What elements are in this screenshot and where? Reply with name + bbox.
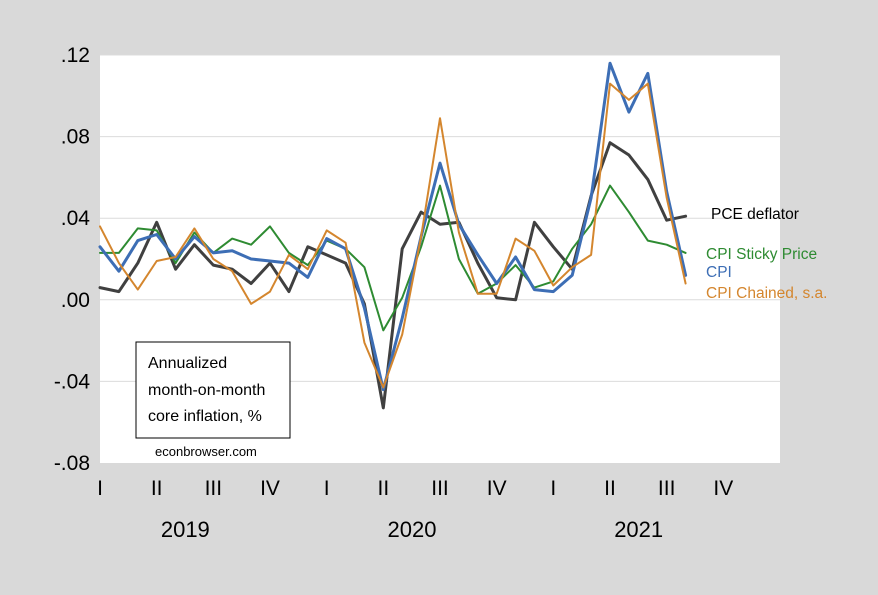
annotation-line-2: month-on-month xyxy=(148,382,265,399)
annotation-line-3: core inflation, % xyxy=(148,408,262,425)
x-tick-label: II xyxy=(377,477,389,500)
y-tick-label: -.04 xyxy=(54,370,91,393)
x-tick-label: II xyxy=(151,477,163,500)
y-tick-label: .04 xyxy=(61,207,91,230)
x-tick-label: II xyxy=(604,477,616,500)
x-tick-label: IV xyxy=(260,477,280,500)
series-line xyxy=(99,82,687,389)
x-tick-label: IV xyxy=(713,477,733,500)
series-label: CPI Chained, s.a. xyxy=(706,285,827,302)
x-tick-label: I xyxy=(324,477,330,500)
y-tick-label: .12 xyxy=(61,44,90,67)
annotation-line-1: Annualized xyxy=(148,355,227,372)
annotation-box: Annualized month-on-month core inflation… xyxy=(135,341,291,439)
x-tick-label: I xyxy=(97,477,103,500)
series-line xyxy=(98,61,688,392)
x-tick-label: III xyxy=(205,477,223,500)
credit-text: econbrowser.com xyxy=(155,444,257,459)
series-line xyxy=(99,184,687,332)
y-tick-label: -.08 xyxy=(54,452,90,475)
y-axis-ticks: -.08 -.04 .00 .04 .08 .12 xyxy=(54,44,91,475)
year-label: 2020 xyxy=(388,517,437,542)
x-tick-label: III xyxy=(431,477,449,500)
y-tick-label: .00 xyxy=(61,289,90,312)
y-tick-label: .08 xyxy=(61,126,90,149)
x-tick-label: IV xyxy=(487,477,507,500)
annotation-border xyxy=(135,341,291,439)
series-lines xyxy=(98,61,688,410)
series-label: CPI xyxy=(706,264,732,281)
x-tick-label: I xyxy=(550,477,556,500)
series-label: CPI Sticky Price xyxy=(706,246,817,263)
year-label: 2019 xyxy=(161,517,210,542)
x-tick-label: III xyxy=(658,477,676,500)
series-label: PCE deflator xyxy=(711,206,799,223)
year-label: 2021 xyxy=(614,517,663,542)
